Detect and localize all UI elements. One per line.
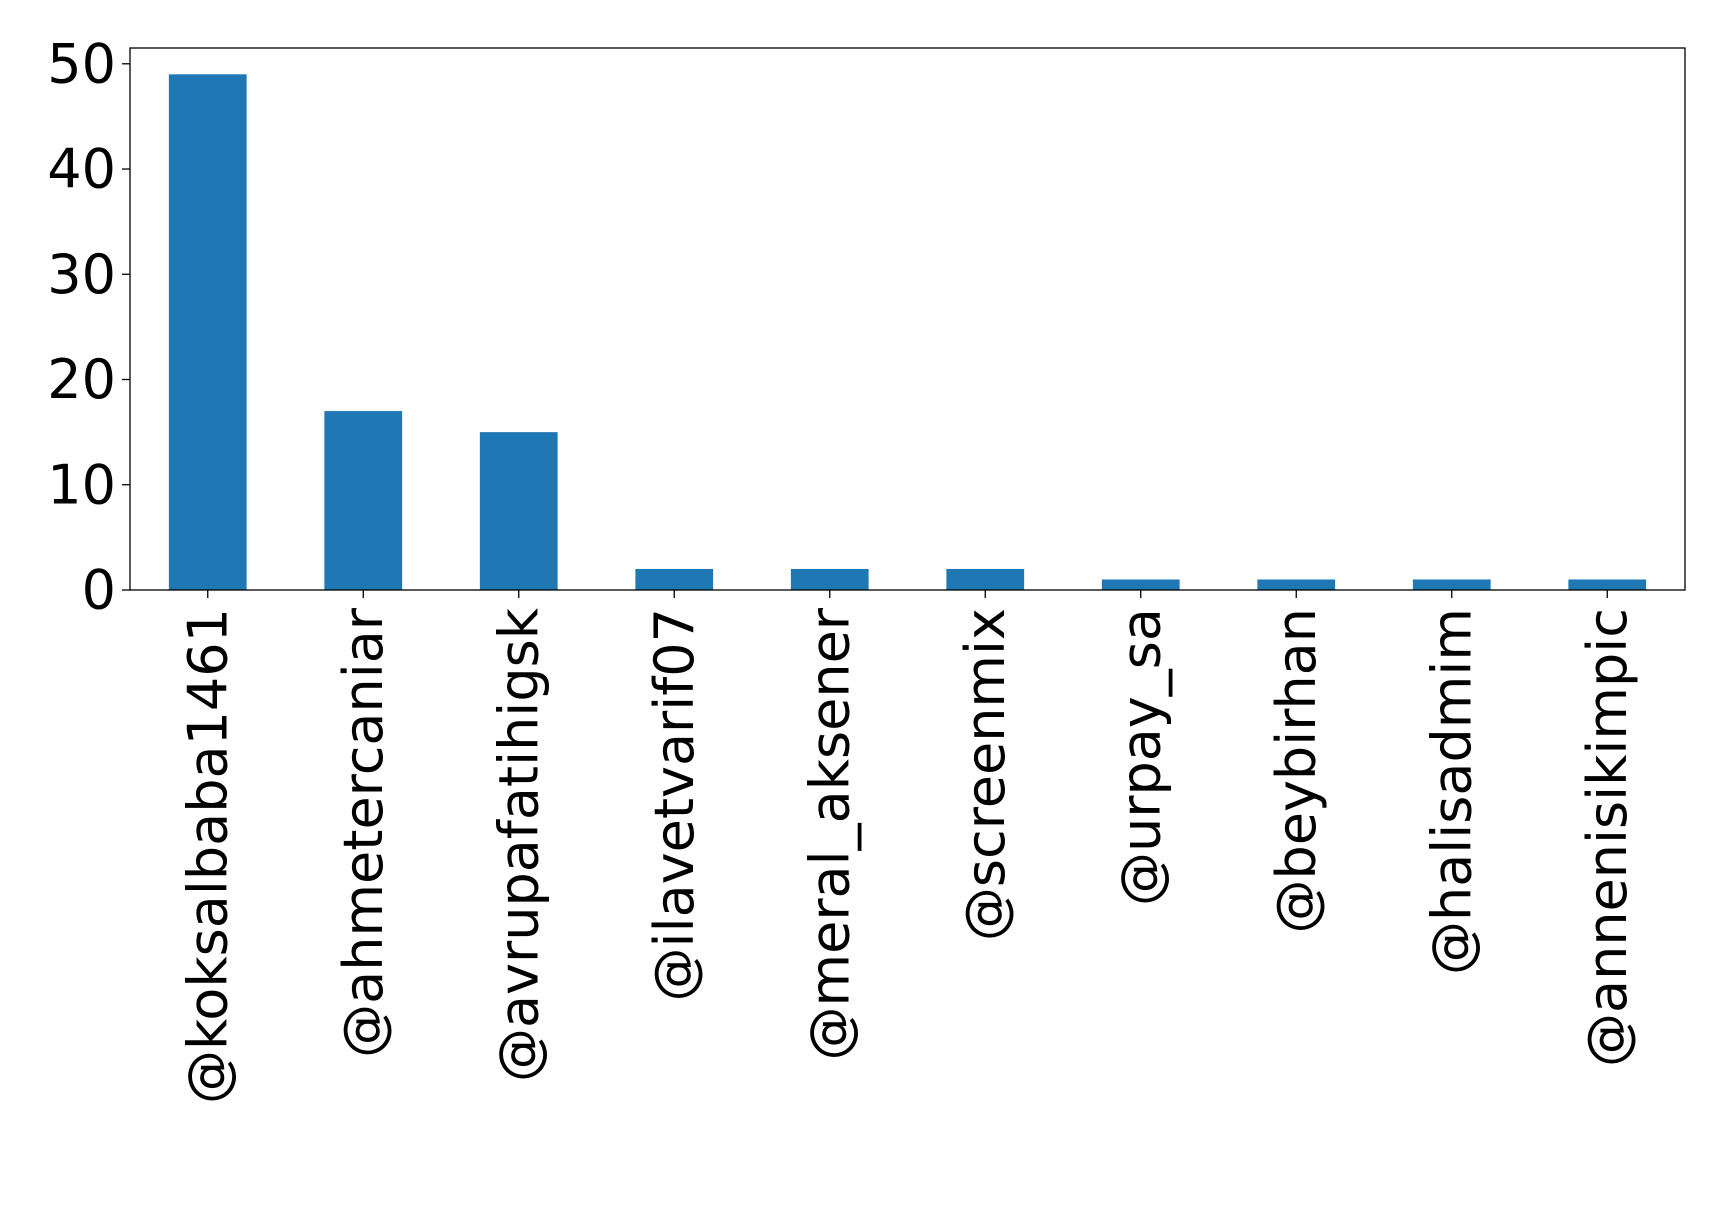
bar-annenisikimpic: [1568, 579, 1647, 590]
x-tick-label: @annenisikimpic: [1576, 608, 1639, 1067]
bar-ilavetvarif07: [635, 568, 714, 590]
y-tick-label: 30: [47, 243, 116, 306]
y-tick-label: 40: [47, 138, 116, 201]
x-tick-label: @screenmix: [954, 608, 1017, 941]
x-tick-label: @beybirhan: [1265, 608, 1328, 934]
x-tick-label: @avrupafatihigsk: [487, 607, 550, 1082]
bar-ahmetercaniar: [324, 411, 403, 590]
x-tick-label: @ilavetvarif07: [643, 608, 706, 1001]
bars-group: [168, 74, 1647, 591]
bar-meral-aksener: [790, 568, 869, 590]
bar-avrupafatihigsk: [479, 432, 558, 590]
y-tick-label: 20: [47, 348, 116, 411]
x-tick-label: @ahmetercaniar: [332, 607, 395, 1058]
x-axis: @koksalbaba1461 @ahmetercaniar @avrupafati…: [176, 590, 1639, 1104]
bar-koksalbaba1461: [168, 74, 247, 591]
x-tick-label: @halisadmim: [1420, 608, 1483, 975]
y-axis: 0 10 20 30 40 50: [47, 32, 130, 622]
x-tick-label: @koksalbaba1461: [176, 608, 239, 1104]
x-tick-label: @meral_aksener: [798, 607, 861, 1060]
bar-halisadmim: [1412, 579, 1491, 590]
bar-urpay-sa: [1101, 579, 1180, 590]
y-tick-label: 0: [82, 559, 116, 622]
bar-screenmix: [946, 568, 1025, 590]
x-tick-label: @urpay_sa: [1109, 608, 1172, 906]
plot-frame: [129, 47, 1686, 591]
bar-beybirhan: [1257, 579, 1336, 590]
y-tick-label: 10: [47, 453, 116, 516]
y-tick-label: 50: [47, 32, 116, 95]
